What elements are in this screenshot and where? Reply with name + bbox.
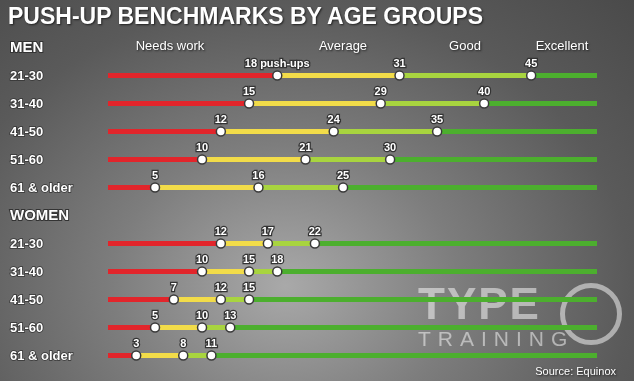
svg-text:12: 12: [215, 225, 227, 237]
svg-text:30: 30: [384, 141, 396, 153]
svg-text:61 & older: 61 & older: [10, 180, 73, 195]
html-text:Source: Equinox: Source: Equinox: [535, 365, 616, 377]
svg-text:25: 25: [337, 169, 349, 181]
svg-text:21-30: 21-30: [10, 68, 43, 83]
svg-text:13: 13: [224, 309, 236, 321]
svg-text:18 push-ups: 18 push-ups: [245, 57, 310, 69]
svg-text:51-60: 51-60: [10, 152, 43, 167]
html-text:Average: Average: [318, 38, 368, 53]
svg-text:21-30: 21-30: [10, 236, 43, 251]
svg-text:40: 40: [478, 85, 490, 97]
svg-text:22: 22: [309, 225, 321, 237]
svg-text:12: 12: [215, 281, 227, 293]
html-text:Needs work: Needs work: [135, 38, 205, 53]
svg-text:11: 11: [206, 337, 218, 349]
svg-text:35: 35: [431, 113, 443, 125]
html-text:TRAINING: TRAINING: [418, 327, 575, 350]
svg-text:29: 29: [375, 85, 387, 97]
svg-text:5: 5: [152, 169, 158, 181]
svg-text:18: 18: [271, 253, 283, 265]
svg-text:WOMEN: WOMEN: [10, 206, 69, 223]
svg-text:45: 45: [525, 57, 537, 69]
svg-text:15: 15: [243, 85, 255, 97]
html-text:Good: Good: [449, 38, 481, 53]
svg-text:15: 15: [243, 281, 255, 293]
svg-text:5: 5: [152, 309, 158, 321]
html-text:PUSH-UP BENCHMARKS BY AGE GROU: PUSH-UP BENCHMARKS BY AGE GROUPS: [8, 3, 483, 29]
svg-text:41-50: 41-50: [10, 124, 43, 139]
html-text:TYPE: TYPE: [418, 279, 541, 328]
svg-text:31-40: 31-40: [10, 96, 43, 111]
svg-text:10: 10: [196, 141, 208, 153]
svg-text:51-60: 51-60: [10, 320, 43, 335]
svg-text:12: 12: [215, 113, 227, 125]
svg-text:31: 31: [393, 57, 405, 69]
svg-text:3: 3: [133, 337, 139, 349]
svg-text:17: 17: [262, 225, 274, 237]
svg-text:8: 8: [180, 337, 186, 349]
svg-text:41-50: 41-50: [10, 292, 43, 307]
svg-text:10: 10: [196, 309, 208, 321]
svg-text:15: 15: [243, 253, 255, 265]
svg-text:MEN: MEN: [10, 38, 43, 55]
svg-text:21: 21: [299, 141, 311, 153]
html-text:Excellent: Excellent: [535, 38, 589, 53]
svg-text:7: 7: [171, 281, 177, 293]
svg-text:16: 16: [252, 169, 264, 181]
svg-text:31-40: 31-40: [10, 264, 43, 279]
svg-text:24: 24: [328, 113, 341, 125]
svg-text:61 & older: 61 & older: [10, 348, 73, 363]
svg-text:10: 10: [196, 253, 208, 265]
